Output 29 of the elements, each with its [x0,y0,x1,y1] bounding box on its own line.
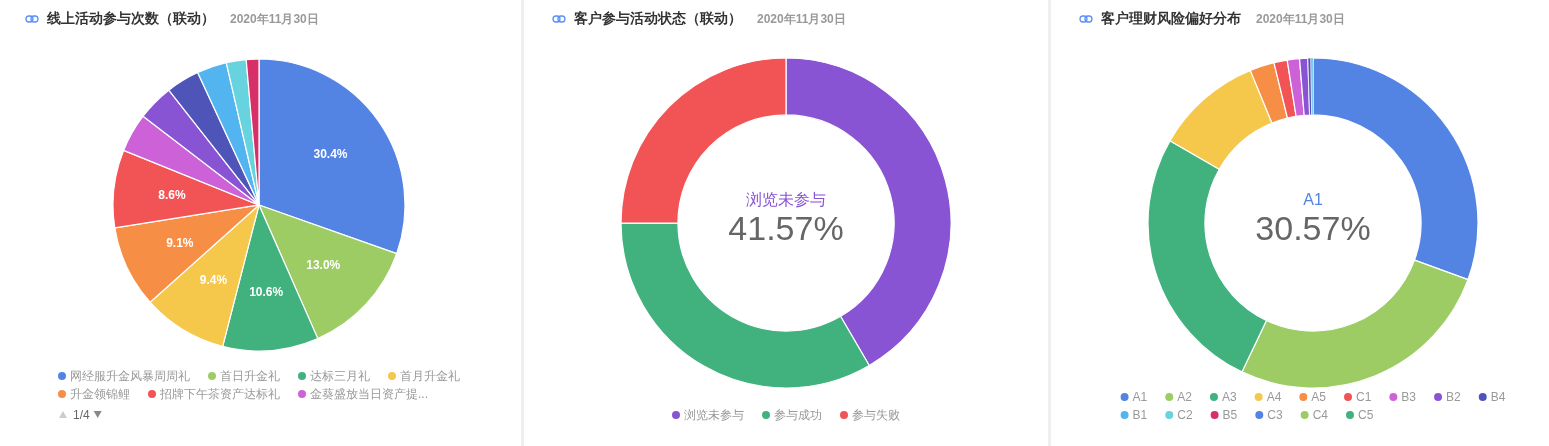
subtitle: 2020年11月30日 [230,12,319,26]
legend-label: B2 [1446,390,1462,404]
legend-label: C2 [1177,408,1193,422]
legend-label: A2 [1177,390,1193,404]
legend-label: 首月升金礼 [400,369,460,383]
legend-label: C1 [1356,390,1372,404]
legend-label: A5 [1311,390,1327,404]
legend-label: C3 [1267,408,1283,422]
subtitle: 2020年11月30日 [1256,12,1345,26]
legend-label: B1 [1132,408,1148,422]
title: 线上活动参与次数（联动） [47,11,215,26]
title: 客户理财风险偏好分布 [1101,11,1241,26]
legend-label: A1 [1132,390,1148,404]
legend-label: 达标三月礼 [310,369,370,383]
subtitle: 2020年11月30日 [757,12,846,26]
legend-label: 升金领锦鲤 [70,387,130,401]
legend-label: A3 [1221,390,1237,404]
legend-label: C4 [1312,408,1329,422]
legend-label: 浏览未参与 [684,408,744,422]
legend-label: B5 [1222,408,1238,422]
title: 客户参与活动状态（联动） [574,11,742,26]
legend-label: 参与成功 [774,408,822,422]
annotation: 1/4 [73,408,90,422]
legend-label: B4 [1490,390,1506,404]
legend-label: A4 [1266,390,1282,404]
legend-label: 首日升金礼 [220,369,280,383]
legend-label: B3 [1401,390,1417,404]
legend-label: C5 [1357,408,1374,422]
legend-label: 参与失败 [852,408,900,422]
